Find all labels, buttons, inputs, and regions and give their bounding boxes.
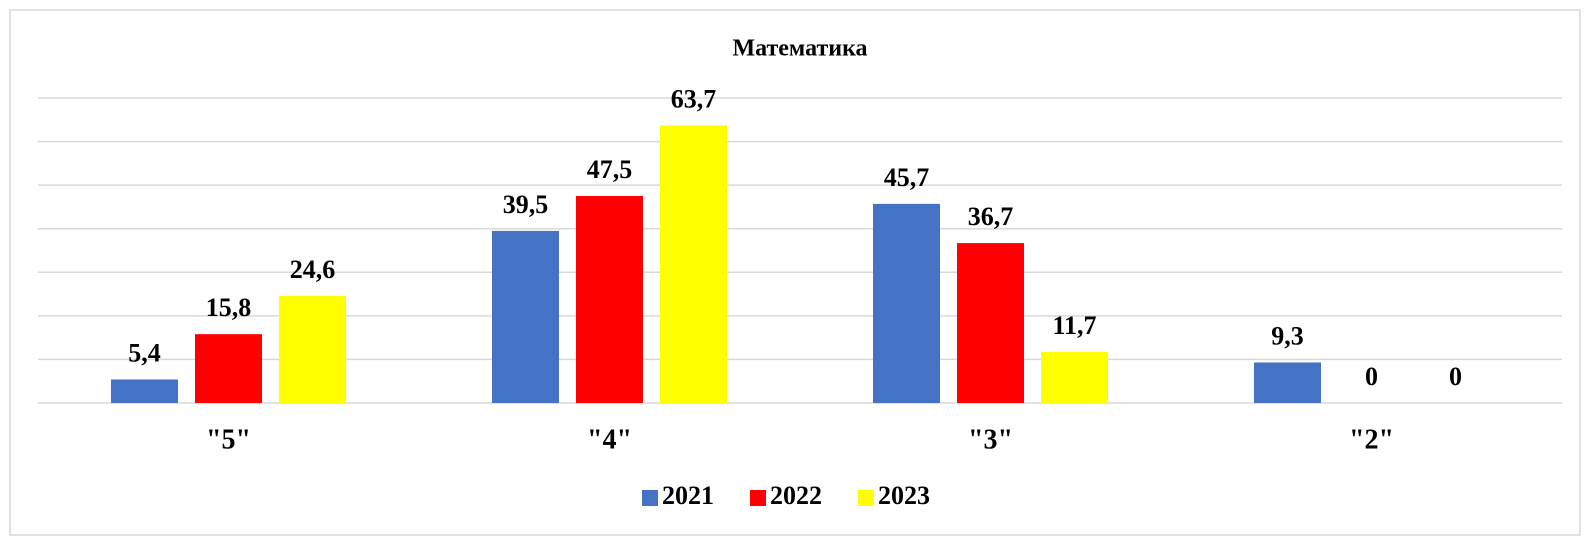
bar bbox=[195, 334, 262, 403]
legend-swatch bbox=[858, 490, 874, 506]
legend-label: 2021 bbox=[662, 481, 714, 510]
x-tick-label: "2" bbox=[1349, 424, 1394, 455]
legend-swatch bbox=[750, 490, 766, 506]
data-label: 11,7 bbox=[1052, 311, 1096, 340]
legend-label: 2022 bbox=[770, 481, 822, 510]
data-label: 63,7 bbox=[671, 84, 717, 113]
data-label: 5,4 bbox=[128, 338, 161, 367]
bar bbox=[1041, 352, 1108, 403]
data-label: 0 bbox=[1365, 362, 1378, 391]
data-label: 15,8 bbox=[206, 293, 252, 322]
data-label: 45,7 bbox=[884, 163, 930, 192]
bar bbox=[279, 295, 346, 403]
bar bbox=[873, 203, 940, 403]
data-label: 47,5 bbox=[587, 155, 633, 184]
bar bbox=[111, 379, 178, 403]
x-tick-label: "3" bbox=[968, 424, 1013, 455]
x-tick-label: "5" bbox=[206, 424, 251, 455]
data-label: 24,6 bbox=[290, 255, 336, 284]
data-label: 36,7 bbox=[968, 202, 1014, 231]
bar bbox=[957, 243, 1024, 403]
bar bbox=[660, 125, 727, 403]
x-tick-label: "4" bbox=[587, 424, 632, 455]
data-label: 39,5 bbox=[503, 190, 549, 219]
bar bbox=[1254, 362, 1321, 403]
bar bbox=[492, 230, 559, 403]
bar bbox=[576, 196, 643, 403]
data-label: 9,3 bbox=[1271, 321, 1304, 350]
chart-title: Математика bbox=[732, 36, 867, 62]
data-label: 0 bbox=[1449, 362, 1462, 391]
legend-swatch bbox=[642, 490, 658, 506]
legend-label: 2023 bbox=[878, 481, 930, 510]
